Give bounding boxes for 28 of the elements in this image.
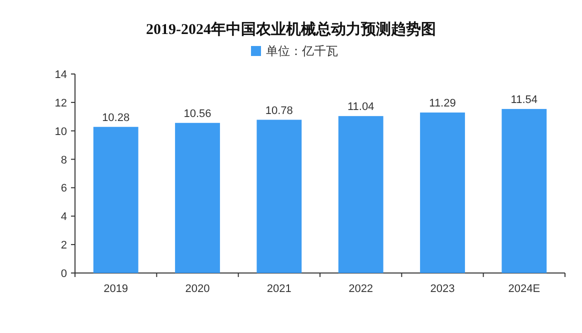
- y-tick-label: 14: [54, 69, 67, 81]
- x-tick-label: 2024E: [508, 283, 540, 295]
- x-tick-label: 2023: [430, 283, 455, 295]
- y-tick-label: 12: [54, 97, 67, 110]
- bar: [256, 120, 302, 273]
- chart-title: 2019-2024年中国农业机械总动力预测趋势图: [146, 21, 436, 38]
- y-tick-label: 8: [60, 154, 67, 166]
- data-label: 10.28: [102, 112, 130, 124]
- bar: [93, 126, 138, 273]
- bar: [338, 116, 384, 273]
- y-tick-label: 10: [54, 126, 67, 138]
- legend-label: 单位：亿千瓦: [266, 44, 338, 58]
- data-label: 11.54: [510, 94, 538, 106]
- y-tick-label: 2: [60, 240, 67, 252]
- y-tick-label: 6: [60, 182, 67, 195]
- bar: [175, 122, 220, 273]
- x-tick-label: 2021: [266, 283, 292, 295]
- x-tick-label: 2019: [104, 283, 128, 295]
- bar: [420, 112, 465, 273]
- data-label: 11.29: [429, 98, 456, 110]
- y-tick-label: 0: [60, 268, 67, 280]
- bar: [502, 108, 547, 273]
- y-tick-label: 4: [60, 211, 67, 224]
- x-tick-label: 2020: [185, 283, 210, 295]
- data-label: 11.04: [347, 101, 374, 114]
- data-label: 10.56: [184, 108, 212, 120]
- x-tick-label: 2022: [348, 283, 374, 295]
- data-label: 10.78: [265, 104, 293, 117]
